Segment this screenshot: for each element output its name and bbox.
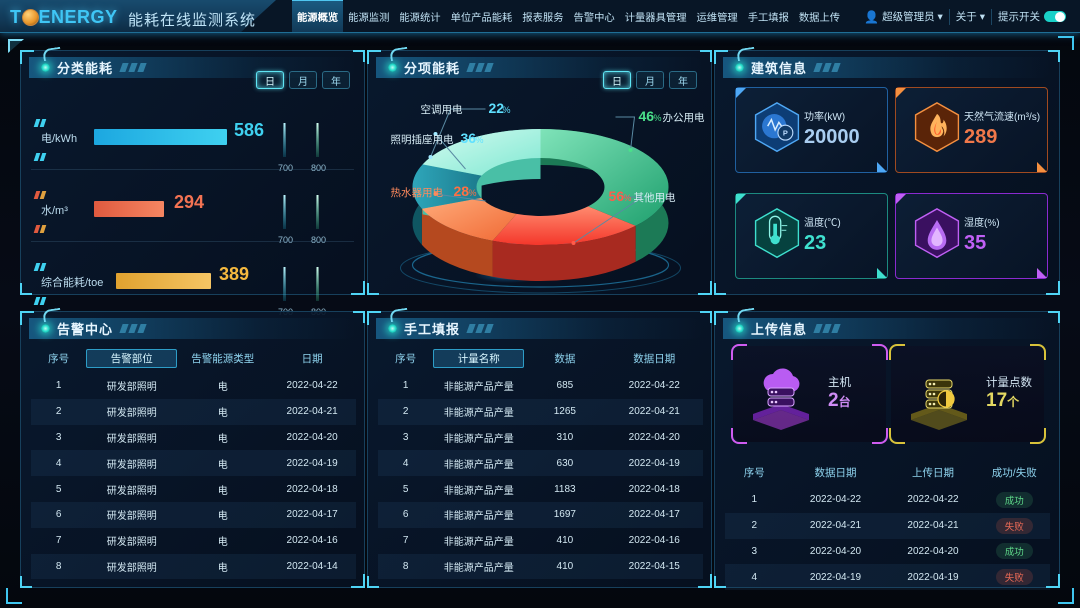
svg-text:%: % [654,113,662,123]
svg-text:%: % [503,105,511,115]
svg-text:照明插座用电: 照明插座用电 [391,133,454,146]
svg-text:46: 46 [639,108,655,124]
svg-text:28: 28 [454,183,470,199]
svg-text:空调用电: 空调用电 [421,103,463,116]
svg-text:热水器用电: 热水器用电 [391,186,444,199]
svg-text:%: % [469,188,477,198]
svg-text:36: 36 [461,130,477,146]
svg-text:办公用电: 办公用电 [663,111,705,124]
svg-text:%: % [624,193,632,203]
svg-text:%: % [476,135,484,145]
svg-text:P: P [783,128,788,137]
svg-text:其他用电: 其他用电 [634,191,676,204]
svg-text:56: 56 [609,188,625,204]
